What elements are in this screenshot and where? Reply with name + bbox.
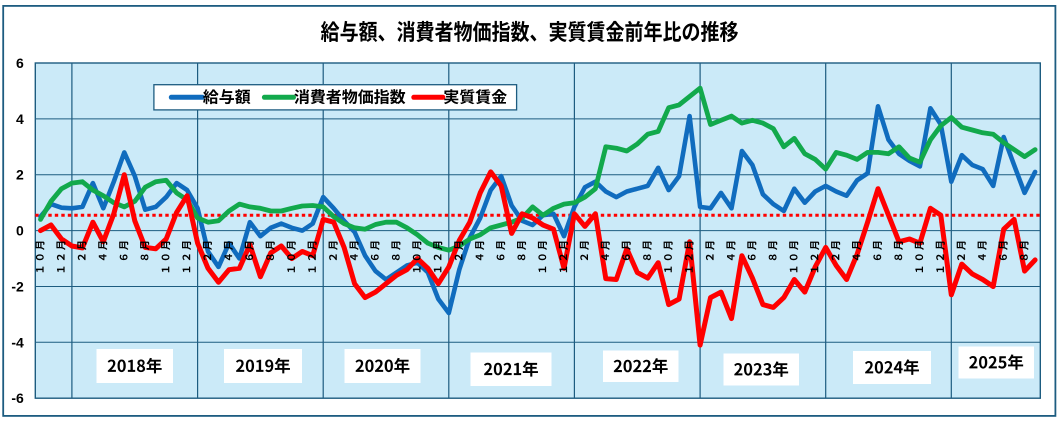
svg-text:4: 4 xyxy=(16,111,24,127)
svg-text:6: 6 xyxy=(16,55,24,71)
svg-text:-4: -4 xyxy=(11,334,24,350)
svg-text:-2: -2 xyxy=(11,279,24,295)
svg-text:2: 2 xyxy=(16,167,24,183)
svg-text:0: 0 xyxy=(16,223,24,239)
svg-text:-6: -6 xyxy=(11,390,24,406)
